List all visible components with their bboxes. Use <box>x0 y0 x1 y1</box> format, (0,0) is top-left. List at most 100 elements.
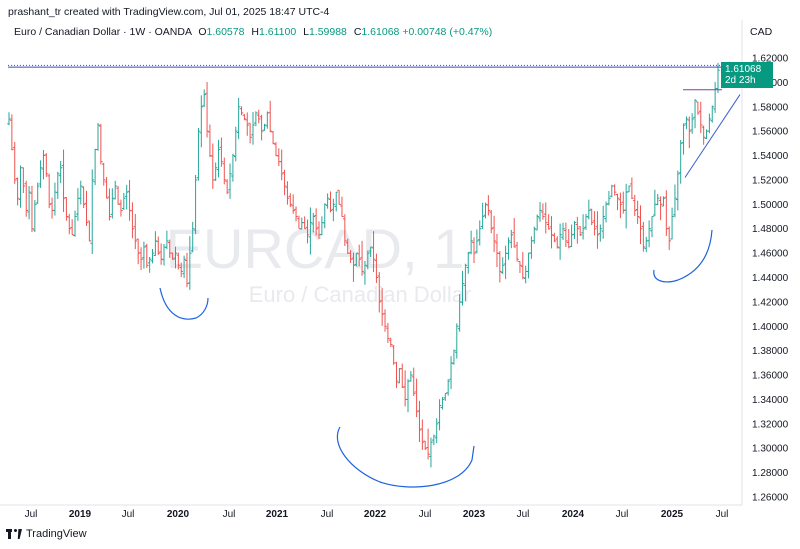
ohlc-bar <box>343 214 347 246</box>
ohlc-bar <box>549 216 554 249</box>
ohlc-bar <box>337 189 341 205</box>
ohlc-bar <box>222 157 227 185</box>
price-tick-label: 1.42000 <box>752 297 789 308</box>
high-value: 1.61100 <box>258 26 297 38</box>
ohlc-bar <box>99 123 103 165</box>
drawings[interactable] <box>8 61 742 488</box>
tradingview-logo-icon <box>6 529 22 539</box>
symbol-name[interactable]: Euro / Canadian Dollar · 1W · OANDA <box>14 26 192 38</box>
ohlc-bar <box>394 361 399 388</box>
ohlc-bar <box>302 216 307 230</box>
ohlc-bar <box>503 245 508 280</box>
ohlc-bar <box>311 212 316 233</box>
ohlc-bar <box>670 207 674 240</box>
ohlc-bar <box>558 223 562 260</box>
ohlc-bar <box>76 188 80 221</box>
ohlc-bar <box>655 193 660 206</box>
ohlc-bar <box>566 229 571 249</box>
ohlc-bar <box>374 253 379 284</box>
ohlc-bar <box>538 201 542 222</box>
ohlc-bar <box>176 252 181 270</box>
ohlc-bar <box>219 137 224 167</box>
ohlc-bar <box>529 236 534 259</box>
ohlc-bar <box>595 211 600 249</box>
ohlc-bar <box>684 116 689 130</box>
ohlc-bar <box>641 221 646 252</box>
price-tick-label: 1.36000 <box>752 371 789 382</box>
price-axis[interactable]: 1.620001.600001.580001.560001.540001.520… <box>741 20 789 505</box>
price-tick-label: 1.54000 <box>752 151 789 162</box>
ohlc-bar <box>460 270 465 306</box>
ohlc-bar <box>584 213 588 230</box>
ohlc-bar <box>256 109 261 124</box>
ohlc-bar <box>124 184 129 210</box>
time-tick-label: 2025 <box>661 509 684 520</box>
close-value: 1.61068 <box>361 26 400 38</box>
ohlc-bar <box>136 238 140 265</box>
ohlc-bar <box>81 186 86 209</box>
ohlc-bar <box>423 440 428 451</box>
ohlc-bar <box>480 202 485 230</box>
brand-name[interactable]: TradingView <box>26 528 87 540</box>
ohlc-bar <box>277 148 281 167</box>
ohlc-bar <box>575 216 580 244</box>
ohlc-bar <box>612 184 617 196</box>
ohlc-bar <box>354 252 359 267</box>
ohlc-bar <box>523 265 528 284</box>
ohlc-bar <box>271 131 275 145</box>
price-tick-label: 1.52000 <box>752 175 789 186</box>
price-tick-label: 1.46000 <box>752 249 789 260</box>
ohlc-bar <box>173 246 178 269</box>
ohlc-bar <box>127 180 132 221</box>
ohlc-bar <box>429 437 433 468</box>
ohlc-bar <box>199 95 204 148</box>
ohlc-bar <box>500 257 505 274</box>
ohlc-bar <box>477 220 482 246</box>
currency-label[interactable]: CAD <box>750 26 773 38</box>
ohlc-bar <box>624 183 628 229</box>
ohlc-bar <box>578 226 583 236</box>
ohlc-bar <box>572 220 577 240</box>
ohlc-bar <box>12 142 17 184</box>
ohlc-bar <box>678 140 683 184</box>
price-tick-label: 1.34000 <box>752 395 789 406</box>
ohlc-bar <box>386 322 390 343</box>
ohlc-bar <box>598 224 603 242</box>
watermark: EURCAD, 1 Euro / Canadian Dollar <box>166 217 472 307</box>
ohlc-bar <box>165 230 169 249</box>
ohlc-bar <box>242 113 247 121</box>
ohlc-bar <box>492 215 496 253</box>
ohlc-bar <box>667 226 672 251</box>
symbol-legend: Euro / Canadian Dollar · 1W · OANDA O1.6… <box>14 26 492 38</box>
ohlc-bar <box>446 379 450 396</box>
ohlc-bar <box>434 418 439 444</box>
high-label: H <box>251 26 259 38</box>
ohlc-bar <box>710 105 715 123</box>
ohlc-bar <box>279 149 284 181</box>
ohlc-bar <box>44 153 49 177</box>
ohlc-bar <box>84 190 89 226</box>
ohlc-bar <box>650 216 654 238</box>
ohlc-bar <box>366 250 370 270</box>
ohlc-bar <box>225 179 229 195</box>
ohlc-bar <box>403 370 407 407</box>
ohlc-bar <box>308 207 313 255</box>
ohlc-bar <box>328 191 333 213</box>
time-axis[interactable]: Jul 2019 Jul 2020 Jul 2021 Jul 2022 Jul 2023 Jul 20… <box>0 504 742 520</box>
ohlc-bar <box>179 262 184 278</box>
ohlc-bar <box>713 81 717 113</box>
ohlc-bar <box>90 169 95 254</box>
change-value: +0.00748 (+0.47%) <box>402 26 493 38</box>
close-label: C <box>353 26 362 38</box>
price-tick-label: 1.30000 <box>752 444 789 455</box>
ohlc-bar <box>426 428 430 460</box>
ohlc-bar <box>122 192 126 210</box>
ohlc-bar <box>233 126 238 162</box>
ohlc-bar <box>661 196 666 207</box>
ohlc-bar <box>228 163 232 199</box>
ohlc-bar <box>150 248 155 264</box>
ohlc-bar <box>495 233 499 268</box>
ohlc-bar <box>64 197 69 221</box>
price-tick-label: 1.26000 <box>752 493 789 504</box>
